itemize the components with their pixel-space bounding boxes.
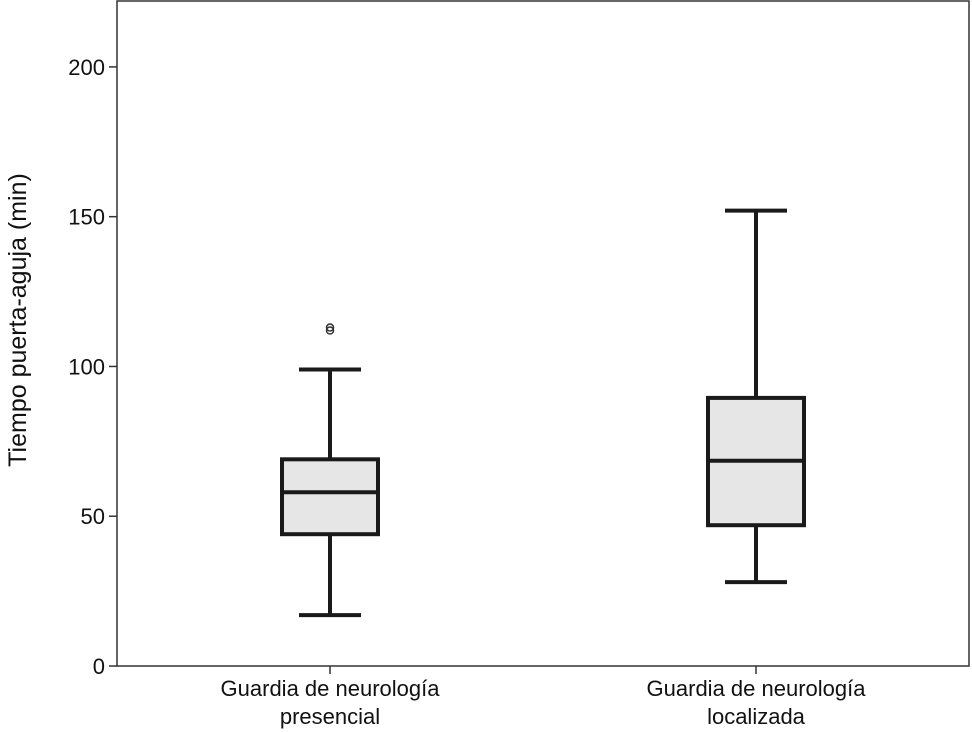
y-tick-label: 100 — [68, 354, 105, 379]
y-tick-label: 0 — [93, 654, 105, 679]
y-axis-title: Tiempo puerta-aguja (min) — [4, 173, 32, 467]
outlier-point — [325, 326, 335, 335]
x-tick-label: Guardia de neurología localizada — [647, 676, 867, 729]
y-tick-label: 150 — [68, 205, 105, 230]
y-axis: 0 50 100 150 200 — [68, 55, 117, 679]
iqr-box — [280, 457, 380, 537]
x-tick-label: Guardia de neurología presencial — [221, 676, 441, 729]
boxes — [280, 208, 806, 618]
box-group — [706, 208, 806, 585]
y-tick-label: 200 — [68, 55, 105, 80]
plot-frame — [116, 0, 970, 667]
x-axis: Guardia de neurología presencial Guardia d… — [221, 666, 867, 729]
box-group — [280, 323, 380, 618]
outlier-point — [325, 323, 335, 332]
y-tick-label: 50 — [81, 504, 105, 529]
